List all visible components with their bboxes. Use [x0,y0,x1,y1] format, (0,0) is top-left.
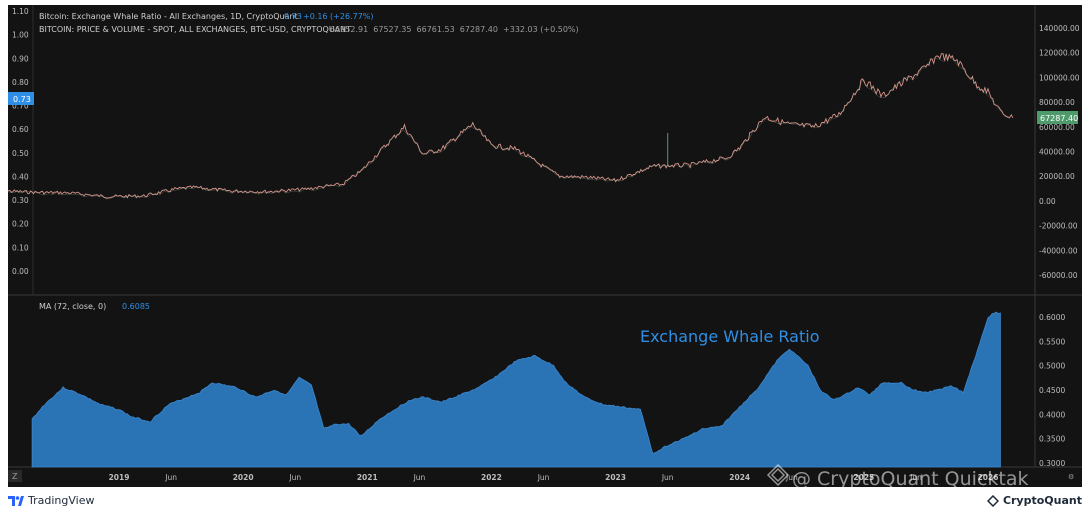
ma-legend-label: MA (72, close, 0) [39,302,106,311]
cryptoquant-label: CryptoQuant [1002,494,1082,507]
price-axis-tick: 20000.00 [1039,172,1075,181]
ratio-axis-tick: 0.30 [12,196,29,205]
price-axis-tick: 80000.00 [1039,98,1075,107]
z-button[interactable] [8,470,22,482]
time-axis-tick: 2022 [481,473,502,482]
price-legend-title: BITCOIN: PRICE & VOLUME - SPOT, ALL EXCH… [39,25,351,34]
ratio-axis-tick: 0.90 [12,54,29,63]
price-current-label: 67287.40 [1040,114,1078,123]
time-axis-tick: 2025 [853,473,874,482]
ratio-axis-tick: 1.00 [12,31,29,40]
ratio-current-tag [8,92,34,105]
right-axis-menu[interactable]: ⚙ [1068,473,1074,481]
footer: TradingView CryptoQuant [0,490,1090,512]
whale-ratio-title: Exchange Whale Ratio [640,327,819,346]
ratio-axis-tick: 0.60 [12,125,29,134]
price-axis-tick: 100000.00 [1039,73,1080,82]
whale-ratio-area-series [31,311,1001,468]
ratio-legend-value: 0.73 [284,12,302,21]
ratio-axis-tick: 0.50 [12,149,29,158]
whale-ratio-axis-tick: 0.3500 [1039,435,1065,444]
time-axis-tick: Jun [164,473,177,482]
watermark-text: @ CryptoQuant Quicktak [792,468,1029,487]
chart-svg: 1.10 1.00 0.90 0.80 0.70 0.60 0.50 0.40 0.30 0.20… [0,5,1082,490]
whale-ratio-axis-tick: 0.6000 [1039,313,1065,322]
ratio-axis-tick: 0.70 [12,102,29,111]
z-label: Z [12,472,18,481]
tradingview-logo[interactable]: TradingView [8,494,94,507]
cryptoquant-logo[interactable]: CryptoQuant [986,494,1082,507]
whale-ratio-axis-tick: 0.4000 [1039,410,1065,419]
time-axis-tick: Jun [537,473,550,482]
whale-ratio-axis-tick: 0.5500 [1039,337,1065,346]
price-axis[interactable]: 140000.00 120000.00 100000.00 80000.00 60000… [1039,24,1080,280]
price-axis-tick: -40000.00 [1039,246,1078,255]
time-axis-tick: Jun [909,473,922,482]
time-axis-tick: Jun [785,473,798,482]
price-current-tag [1037,111,1078,124]
ratio-axis-tick: 1.10 [12,7,29,16]
price-axis-tick: 140000.00 [1039,24,1080,33]
time-axis-tick: 2026 [978,473,999,482]
ratio-current-label: 0.73 [13,95,31,104]
time-axis[interactable]: 2019 Jun 2020 Jun 2021 Jun 2022 Jun 2023 Jun 2024 J… [109,473,999,482]
whale-ratio-area [31,311,1001,468]
price-series [0,53,1014,200]
price-axis-tick: 40000.00 [1039,148,1075,157]
chart-frame: 1.10 1.00 0.90 0.80 0.70 0.60 0.50 0.40 0.30 0.20… [0,5,1082,490]
diamond-logo-icon [766,463,790,487]
whale-ratio-axis-tick: 0.5000 [1039,362,1065,371]
whale-ratio-axis-tick: 0.3000 [1039,459,1065,468]
time-axis-tick: Jun [661,473,674,482]
watermark: @ CryptoQuant Quicktak [766,463,1029,490]
ratio-axis-tick: 0.20 [12,220,29,229]
tradingview-label: TradingView [28,494,95,507]
price-axis-tick: -60000.00 [1039,271,1078,280]
time-axis-tick: 2023 [605,473,626,482]
price-axis-tick: 60000.00 [1039,123,1075,132]
ratio-legend-change: +0.16 (+26.77%) [303,12,374,21]
price-axis-tick: 120000.00 [1039,49,1080,58]
whale-ratio-axis[interactable]: 0.6000 0.5500 0.5000 0.4500 0.4000 0.3500 0.30… [1039,313,1065,468]
time-axis-tick: 2024 [729,473,750,482]
time-axis-tick: 2021 [357,473,378,482]
price-line-wick [0,55,1010,200]
price-axis-tick: 0.00 [1039,197,1056,206]
time-axis-tick: 2020 [233,473,254,482]
whale-ratio-axis-tick: 0.4500 [1039,386,1065,395]
price-line [0,53,1014,199]
tradingview-icon [8,495,24,506]
ratio-axis-tick: 0.40 [12,172,29,181]
ratio-axis-tick: 0.80 [12,78,29,87]
time-axis-tick: 2019 [109,473,130,482]
ma-legend-value: 0.6085 [122,302,150,311]
ratio-axis-tick: 0.10 [12,243,29,252]
time-axis-tick: Jun [288,473,301,482]
cryptoquant-icon [986,494,999,507]
ratio-axis-tick: 0.00 [12,267,29,276]
price-axis-tick: -20000.00 [1039,222,1078,231]
ratio-axis[interactable]: 1.10 1.00 0.90 0.80 0.70 0.60 0.50 0.40 0.30 0.20… [12,7,29,276]
ratio-legend-title: Bitcoin: Exchange Whale Ratio - All Exch… [39,12,298,21]
time-axis-tick: Jun [413,473,426,482]
price-legend-values: 66952.91 67527.35 66761.53 67287.40 +332… [330,25,579,34]
